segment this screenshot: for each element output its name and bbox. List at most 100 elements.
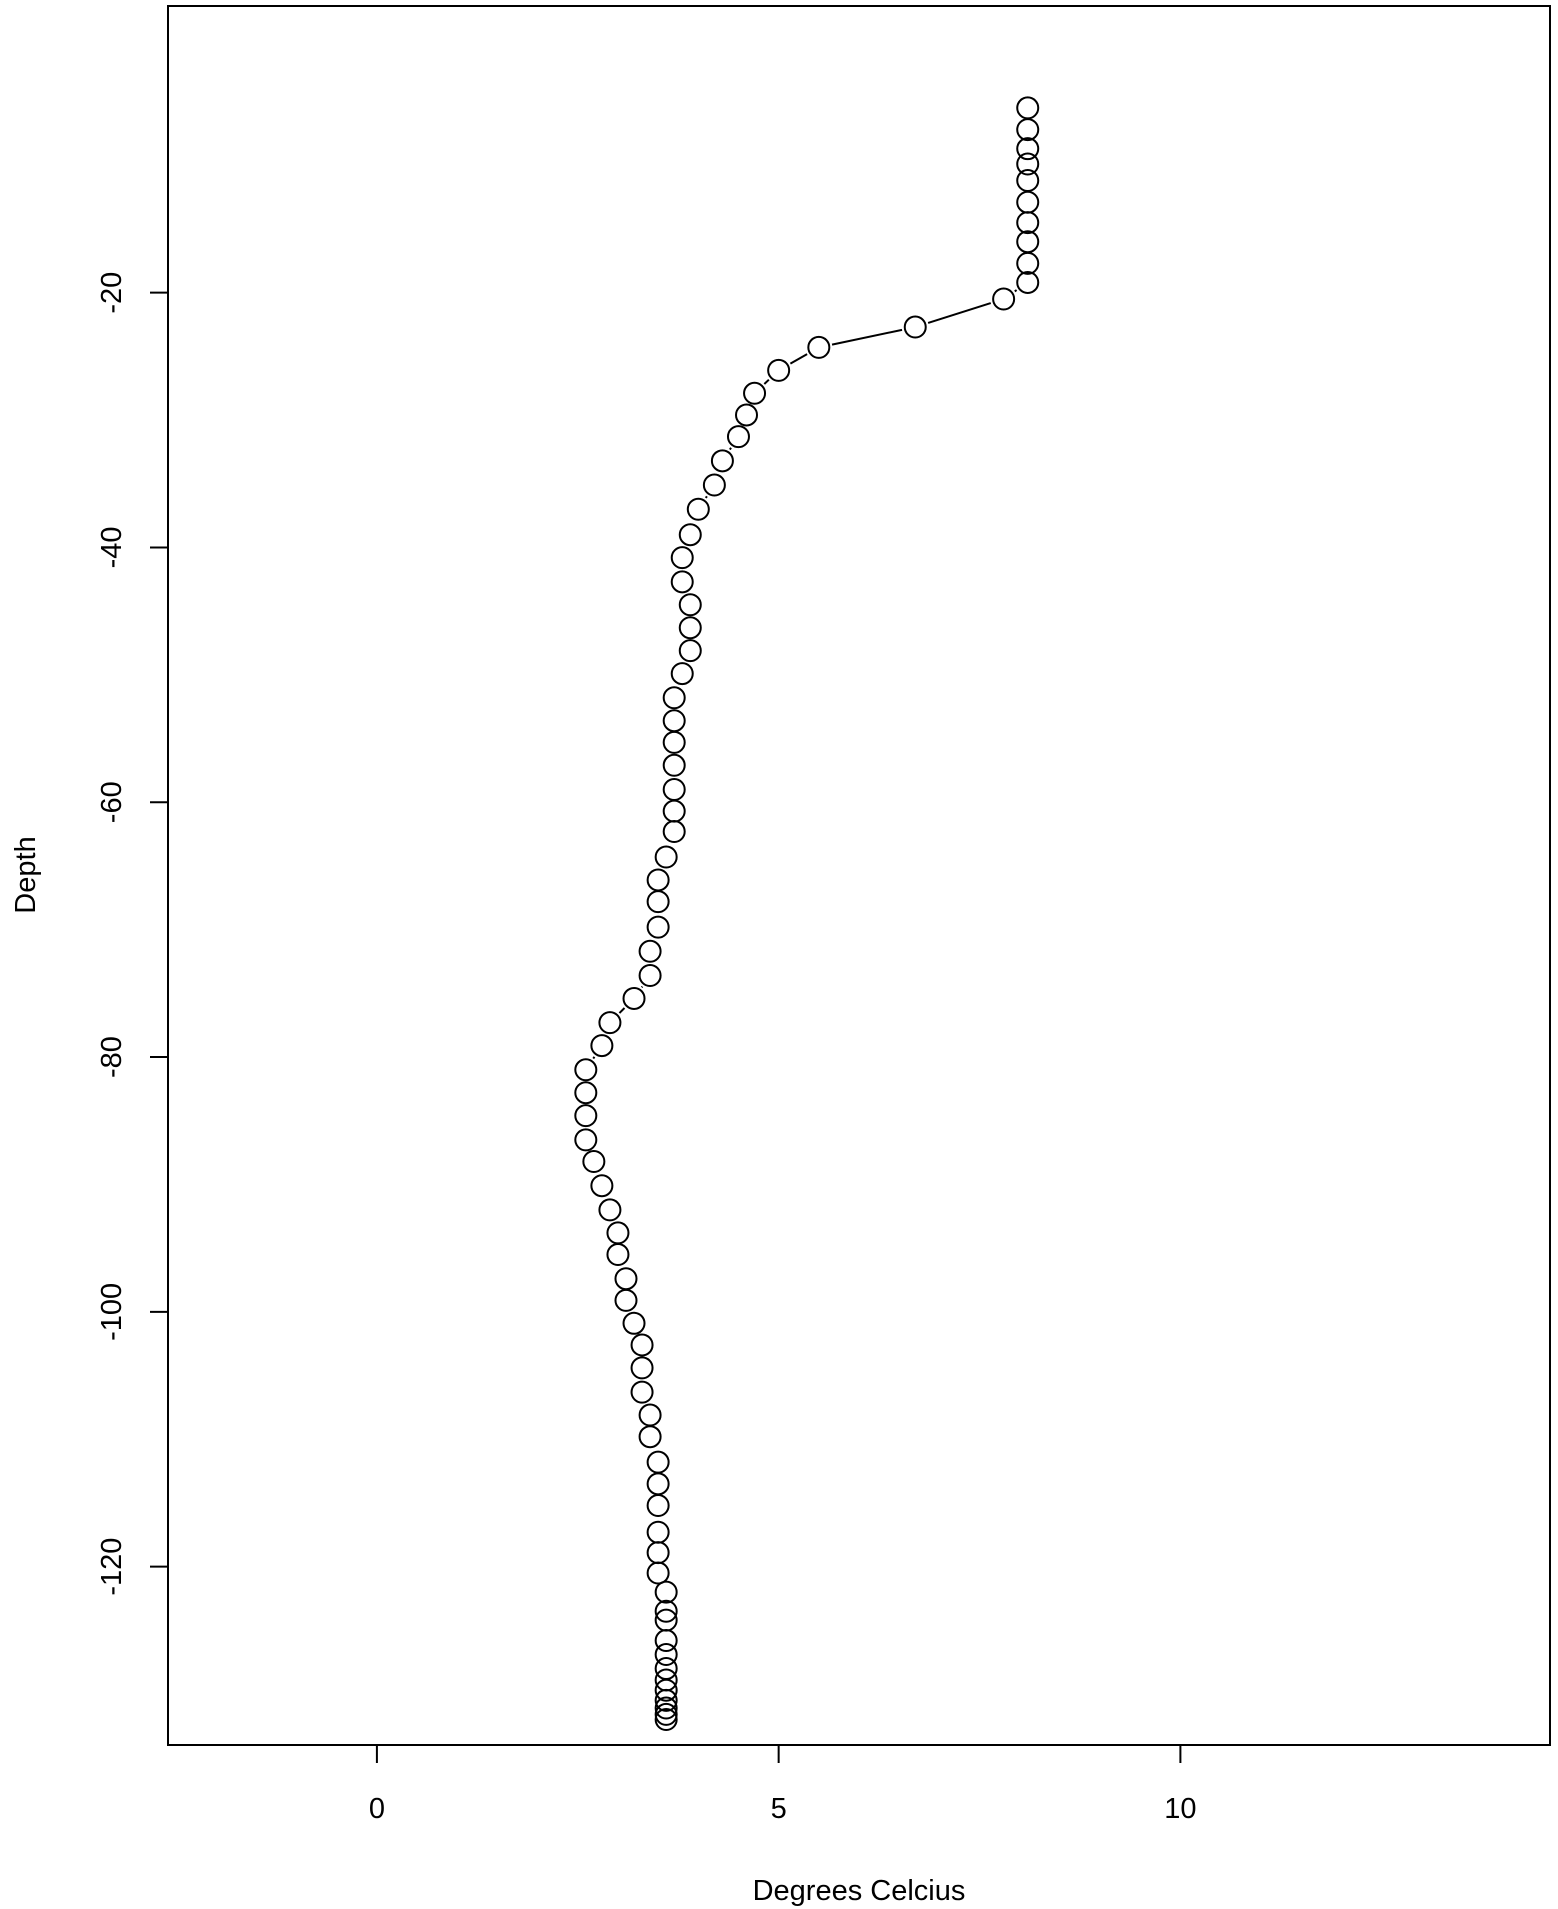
data-point [646, 1450, 670, 1474]
data-point [646, 868, 670, 892]
data-point [1016, 270, 1040, 294]
data-point [574, 1128, 598, 1152]
data-point [743, 381, 767, 405]
data-point [606, 1243, 630, 1267]
data-point [662, 799, 686, 823]
data-point [1016, 137, 1040, 161]
y-tick-label: -20 [96, 272, 128, 314]
y-axis: -20 -40 -60 -80 -100 -120 [96, 272, 169, 1596]
data-point [598, 1011, 622, 1035]
data-point [646, 1520, 670, 1544]
data-point [646, 1561, 670, 1585]
series-1 [574, 96, 1040, 1732]
y-tick-label: -120 [96, 1538, 128, 1596]
y-tick-label: -60 [96, 781, 128, 823]
data-point [702, 473, 726, 497]
data-point [767, 358, 791, 382]
data-point [670, 662, 694, 686]
y-tick-label: -100 [96, 1283, 128, 1341]
data-point [903, 315, 927, 339]
x-tick-label: 10 [1164, 1793, 1196, 1825]
data-point [590, 1034, 614, 1058]
data-point [630, 1356, 654, 1380]
y-tick-label: -40 [96, 526, 128, 568]
series-segment [1014, 289, 1018, 293]
data-point [686, 497, 710, 521]
data-point [614, 1267, 638, 1291]
data-point [662, 730, 686, 754]
data-point [630, 1380, 654, 1404]
data-point [678, 639, 702, 663]
data-point [1016, 152, 1040, 176]
data-point [646, 915, 670, 939]
series-segment [640, 985, 644, 988]
x-axis: 0 5 10 [369, 1744, 1197, 1825]
data-point [614, 1288, 638, 1312]
data-point [638, 939, 662, 963]
y-tick-label: -80 [96, 1036, 128, 1078]
data-point [670, 570, 694, 594]
series-segment [729, 447, 732, 451]
series-segment [618, 1007, 626, 1014]
data-point [638, 1425, 662, 1449]
data-point [654, 1580, 678, 1604]
data-point [678, 616, 702, 640]
data-point [662, 709, 686, 733]
data-point [662, 686, 686, 710]
data-point [1016, 96, 1040, 120]
data-point [654, 1678, 678, 1702]
series-segment [789, 353, 808, 365]
data-point [1016, 190, 1040, 214]
series-segment [704, 495, 708, 499]
data-point [590, 1174, 614, 1198]
data-point [662, 820, 686, 844]
data-point [654, 1629, 678, 1653]
data-point [654, 1599, 678, 1623]
data-point [646, 890, 670, 914]
data-point [1016, 251, 1040, 275]
data-point [662, 778, 686, 802]
data-point [1016, 169, 1040, 193]
data-point [726, 425, 750, 449]
data-point [622, 1311, 646, 1335]
plot-frame [167, 5, 1551, 1746]
series-segment [592, 1056, 596, 1060]
data-point [582, 1150, 606, 1174]
x-axis-label: Degrees Celcius [753, 1875, 966, 1907]
data-point [992, 287, 1016, 311]
data-point [654, 1702, 678, 1726]
data-point [735, 403, 759, 427]
data-point [654, 1608, 678, 1632]
data-point [630, 1333, 654, 1357]
data-point [574, 1081, 598, 1105]
data-point [654, 1643, 678, 1667]
data-point [654, 1708, 678, 1732]
data-point [606, 1221, 630, 1245]
x-tick-label: 5 [771, 1793, 787, 1825]
y-axis-label: Depth [10, 836, 42, 913]
data-point [662, 753, 686, 777]
data-point [654, 1688, 678, 1712]
data-point [574, 1058, 598, 1082]
data-point [670, 546, 694, 570]
data-point [646, 1493, 670, 1517]
data-point [646, 1472, 670, 1496]
data-point [1016, 230, 1040, 254]
data-point [646, 1541, 670, 1565]
data-point [654, 1696, 678, 1720]
data-point [710, 449, 734, 473]
data-point [574, 1104, 598, 1128]
x-tick-label: 0 [369, 1793, 385, 1825]
data-point [1016, 118, 1040, 142]
data-point [638, 964, 662, 988]
data-point [654, 845, 678, 869]
data-point [638, 1403, 662, 1427]
data-point [1016, 211, 1040, 235]
data-point [622, 986, 646, 1010]
data-point [678, 593, 702, 617]
series-segment [763, 378, 770, 385]
data-point [598, 1198, 622, 1222]
data-point [807, 335, 831, 359]
data-point [678, 523, 702, 547]
